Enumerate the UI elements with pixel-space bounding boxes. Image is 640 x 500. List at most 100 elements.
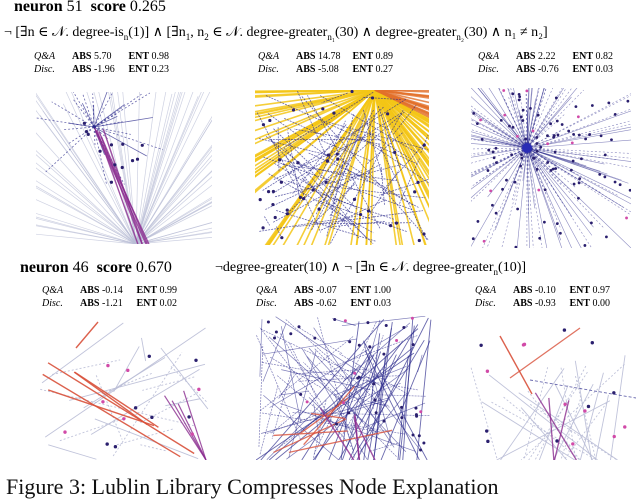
- graph-node: [366, 321, 369, 324]
- graph-edge: [555, 400, 569, 460]
- qa-label: Q&A: [256, 284, 294, 297]
- graph-node: [500, 119, 503, 122]
- graph-node: [523, 343, 526, 346]
- formula-part: (10)]: [498, 260, 526, 275]
- graph-node: [372, 382, 375, 385]
- graph-edge: [256, 335, 300, 440]
- qa-label: Q&A: [475, 284, 513, 297]
- graph-node: [476, 122, 479, 125]
- graph-node: [402, 326, 405, 329]
- graph-node: [110, 143, 113, 146]
- graph-node: [481, 138, 484, 141]
- graph-node: [327, 153, 330, 156]
- graph-edge: [69, 127, 94, 143]
- graph-node: [556, 120, 559, 123]
- graph-node: [489, 189, 492, 192]
- qa-ent: 1.00: [374, 285, 392, 296]
- graph-node: [518, 99, 521, 102]
- graph-node: [614, 113, 617, 116]
- graph-node: [272, 190, 275, 193]
- graph-node: [571, 141, 574, 144]
- graph-node: [273, 336, 276, 339]
- graph-node: [524, 138, 527, 141]
- disc-ent: 0.23: [152, 64, 170, 75]
- abs-key: ABS: [513, 298, 532, 309]
- graph-node: [570, 169, 573, 172]
- graph-node: [321, 107, 324, 110]
- graph-edge: [370, 443, 399, 452]
- graph-node: [518, 93, 521, 96]
- graph-node: [536, 168, 539, 171]
- graph-node: [278, 158, 281, 161]
- graph-node: [495, 212, 498, 215]
- graph-node: [289, 332, 292, 335]
- graph-node: [502, 89, 505, 92]
- ent-key: ENT: [128, 51, 149, 62]
- graph-node: [563, 328, 566, 331]
- graph-edge: [471, 148, 527, 211]
- graph-node: [368, 345, 371, 348]
- graph-node: [520, 157, 523, 160]
- graph-node: [302, 197, 305, 200]
- ent-key: ENT: [569, 298, 590, 309]
- graph-node: [389, 224, 392, 227]
- graph-node: [326, 160, 329, 163]
- graph-node: [532, 157, 535, 160]
- graph-node: [536, 142, 539, 145]
- graph-node: [546, 161, 549, 164]
- graph-node: [614, 181, 617, 184]
- disc-abs: -1.21: [102, 297, 134, 310]
- disc-ent: 0.00: [593, 298, 611, 309]
- graph-edge: [363, 341, 427, 460]
- graph-node: [584, 138, 587, 141]
- graph-node: [194, 359, 197, 362]
- graph-node: [375, 411, 378, 414]
- graph-node: [395, 222, 398, 225]
- graph-node: [416, 181, 419, 184]
- graph-node: [521, 119, 524, 122]
- graph-node: [625, 217, 628, 220]
- graph-node: [483, 240, 486, 243]
- graph-node: [367, 209, 370, 212]
- graph-node: [292, 108, 295, 111]
- graph-node: [333, 318, 336, 321]
- graph-edge: [117, 429, 173, 445]
- disc-label: Disc.: [258, 63, 296, 76]
- graph-node: [271, 203, 274, 206]
- graph-edge: [299, 328, 342, 354]
- graph-node: [136, 158, 139, 161]
- graph-node: [114, 445, 117, 448]
- graph-node: [607, 102, 610, 105]
- graph-edge: [279, 375, 295, 398]
- graph-node: [126, 369, 129, 372]
- section2-formula: ¬degree-greater(10) ∧ ¬ [∃n ∈ 𝒩. degree-…: [215, 259, 526, 277]
- graph-node: [131, 159, 134, 162]
- graph-node: [348, 340, 351, 343]
- graph-node: [512, 126, 515, 129]
- graph-node: [419, 410, 422, 413]
- qa-ent: 0.99: [160, 285, 178, 296]
- graph-node: [98, 150, 101, 153]
- graph-edge: [471, 148, 527, 209]
- graph-edge: [527, 148, 608, 248]
- graph-node: [577, 115, 580, 118]
- graph-node: [414, 407, 417, 410]
- graph-node: [332, 112, 335, 115]
- graph-node: [591, 341, 594, 344]
- graph-node: [536, 150, 539, 153]
- graph-plot-s1-1: [36, 92, 212, 244]
- graph-node: [538, 237, 541, 240]
- graph-edge: [379, 395, 426, 396]
- disc-label: Disc.: [256, 297, 294, 310]
- graph-node: [418, 239, 421, 242]
- graph-node: [516, 135, 519, 138]
- graph-edge: [491, 402, 596, 460]
- graph-node: [477, 220, 480, 223]
- graph-node: [556, 222, 559, 225]
- graph-node: [105, 442, 108, 445]
- graph-plot-s2-2: [256, 316, 432, 460]
- graph-node: [561, 123, 564, 126]
- graph-edge: [575, 376, 595, 460]
